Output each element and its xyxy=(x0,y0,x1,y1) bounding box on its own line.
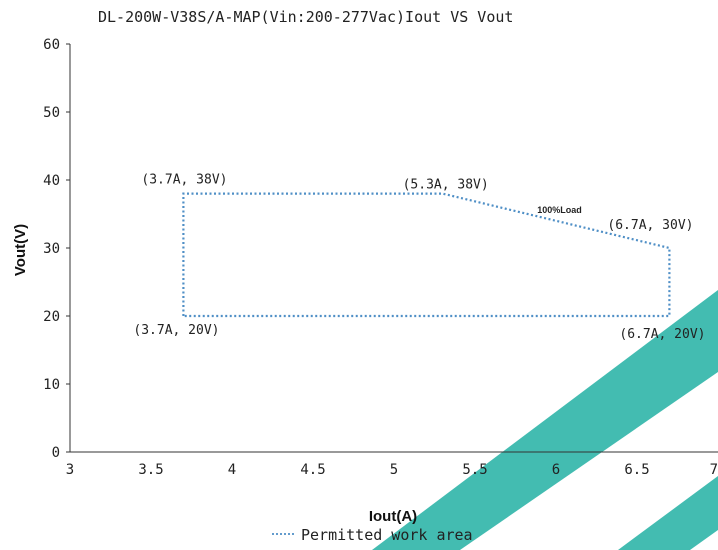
x-tick-label: 3.5 xyxy=(138,462,163,478)
y-tick-label: 10 xyxy=(43,377,60,393)
legend: Permitted work area xyxy=(272,526,473,544)
y-axis-title: Vout(V) xyxy=(12,224,29,276)
permitted-work-area-line xyxy=(182,192,671,318)
x-axis-ticks: 3 3.5 4 4.5 5 5.5 6 6.5 7 xyxy=(66,462,718,478)
legend-entry-permitted-work-area: Permitted work area xyxy=(301,526,473,544)
y-tick-label: 0 xyxy=(52,445,60,461)
point-label: (6.7A, 20V) xyxy=(619,327,705,342)
annotations: 100%Load xyxy=(537,205,582,215)
watermark-stroke-inner xyxy=(618,476,718,550)
point-label: (6.7A, 30V) xyxy=(607,218,693,233)
y-axis-ticks: 0 10 20 30 40 50 60 xyxy=(43,37,70,461)
watermark-stroke-outer xyxy=(372,290,718,550)
point-labels: (3.7A, 20V) (3.7A, 38V) (5.3A, 38V) (6.7A, … xyxy=(133,173,705,342)
x-tick-label: 6.5 xyxy=(624,462,649,478)
x-tick-label: 3 xyxy=(66,462,74,478)
y-tick-label: 20 xyxy=(43,309,60,325)
point-label: (3.7A, 20V) xyxy=(133,323,219,338)
x-tick-label: 4 xyxy=(228,462,236,478)
x-tick-label: 6 xyxy=(552,462,560,478)
x-axis-title: Iout(A) xyxy=(369,508,417,525)
x-tick-label: 5.5 xyxy=(462,462,487,478)
point-label: (3.7A, 38V) xyxy=(141,173,227,188)
y-tick-label: 30 xyxy=(43,241,60,257)
x-tick-label: 5 xyxy=(390,462,398,478)
y-tick-label: 40 xyxy=(43,173,60,189)
chart-title: DL-200W-V38S/A-MAP(Vin:200-277Vac)Iout V… xyxy=(98,8,513,26)
point-label: (5.3A, 38V) xyxy=(403,178,489,193)
watermark-logo xyxy=(372,290,718,550)
annotation-label: 100%Load xyxy=(537,205,582,215)
x-tick-label: 7 xyxy=(710,462,718,478)
y-tick-label: 50 xyxy=(43,105,60,121)
y-tick-label: 60 xyxy=(43,37,60,53)
x-tick-label: 4.5 xyxy=(300,462,325,478)
